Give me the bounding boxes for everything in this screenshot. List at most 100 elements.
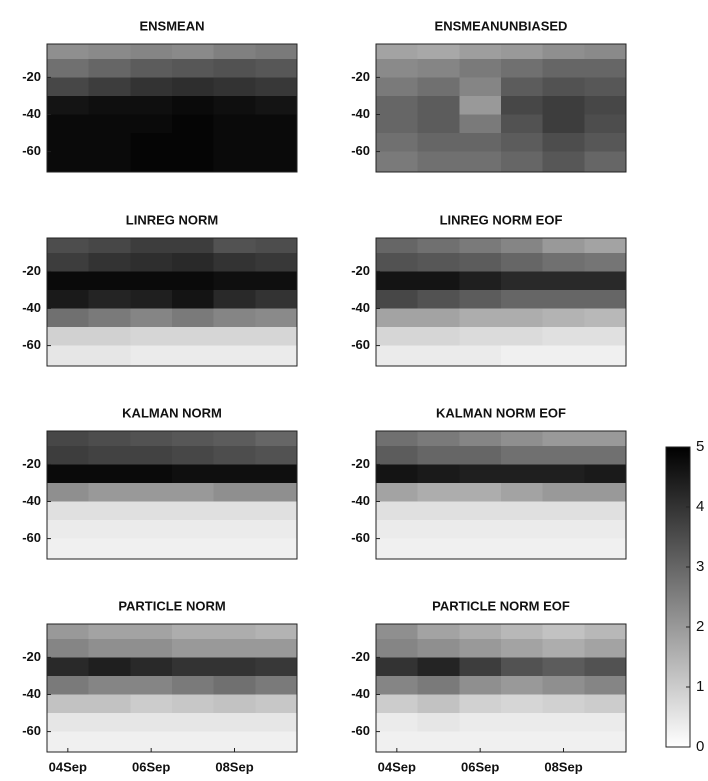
heat-cell [172, 694, 215, 714]
heat-cell [255, 114, 298, 134]
heat-cell [376, 77, 419, 97]
heat-cell [376, 538, 419, 560]
heat-cell [172, 713, 215, 733]
heat-cell [376, 431, 419, 447]
heat-cell [584, 95, 627, 115]
heat-cell [417, 271, 460, 291]
heat-cell [88, 238, 131, 254]
panel: PARTICLE NORM -20 -40 -60 04Sep 06Sep 08Sep [22, 598, 298, 774]
heat-cell [255, 133, 298, 153]
heat-cell [501, 238, 544, 254]
heat-cell [213, 501, 256, 521]
y-tick-label: -60 [351, 337, 370, 352]
heat-cell [501, 638, 544, 658]
heat-cell [88, 252, 131, 272]
heat-cell [376, 271, 419, 291]
heat-cell [255, 58, 298, 78]
plot-frame [375, 43, 627, 173]
heat-cell [88, 713, 131, 733]
heat-cell [501, 464, 544, 484]
x-tick-label: 08Sep [215, 759, 253, 774]
heat-cell [584, 520, 627, 540]
heat-cell [542, 327, 585, 347]
heat-cell [542, 238, 585, 254]
heat-cell [255, 327, 298, 347]
heat-cell [47, 624, 90, 640]
heat-cell [88, 501, 131, 521]
x-tick-label: 04Sep [49, 759, 87, 774]
heat-cell [501, 538, 544, 560]
heat-cell [88, 482, 131, 502]
heat-cell [584, 252, 627, 272]
heat-cell [255, 445, 298, 465]
heat-cell [459, 77, 502, 97]
heat-cell [542, 464, 585, 484]
y-tick-label: -20 [22, 69, 41, 84]
heat-cell [584, 694, 627, 714]
heat-cell [542, 114, 585, 134]
heat-cell [47, 271, 90, 291]
heat-cell [459, 431, 502, 447]
heat-cell [213, 151, 256, 173]
heat-cell [459, 464, 502, 484]
heat-cell [47, 114, 90, 134]
panel-title: LINREG NORM [126, 212, 218, 227]
heat-cell [47, 133, 90, 153]
heat-cell [88, 327, 131, 347]
heat-cell [459, 95, 502, 115]
heat-cell [172, 133, 215, 153]
heat-cell [213, 520, 256, 540]
panel-title: KALMAN NORM [122, 405, 222, 420]
panel-title: ENSMEAN [139, 18, 204, 33]
heat-cell [501, 482, 544, 502]
heat-cell [417, 327, 460, 347]
heat-cell [459, 657, 502, 677]
heat-cell [501, 289, 544, 309]
heat-cell [417, 638, 460, 658]
heat-cell [130, 151, 173, 173]
heat-cell [130, 289, 173, 309]
heat-cell [47, 464, 90, 484]
heat-cell [47, 638, 90, 658]
heat-cell [501, 77, 544, 97]
heat-cell [172, 538, 215, 560]
heat-cell [501, 271, 544, 291]
heat-cell [255, 252, 298, 272]
plot-frame [46, 623, 298, 753]
heat-cell [47, 731, 90, 753]
heat-cell [130, 694, 173, 714]
heat-cell [584, 538, 627, 560]
heat-cell [172, 431, 215, 447]
heat-cell [542, 252, 585, 272]
heat-cell [376, 289, 419, 309]
heat-cell [172, 238, 215, 254]
panel: KALMAN NORM -20 -40 -60 [22, 405, 298, 560]
plot-frame [46, 43, 298, 173]
heat-cell [584, 308, 627, 328]
heat-cell [88, 114, 131, 134]
colorbar-tick-label: 1 [696, 678, 704, 695]
heat-cell [542, 657, 585, 677]
heat-cell [584, 238, 627, 254]
heat-cell [459, 327, 502, 347]
heat-cell [501, 675, 544, 695]
heat-cell [213, 464, 256, 484]
heat-cell [47, 345, 90, 367]
heat-cell [130, 713, 173, 733]
heat-cell [88, 638, 131, 658]
heat-cell [130, 58, 173, 78]
heat-cell [213, 95, 256, 115]
heat-cell [376, 345, 419, 367]
heat-cell [255, 345, 298, 367]
heat-cell [88, 289, 131, 309]
heat-cell [542, 694, 585, 714]
heat-cell [542, 624, 585, 640]
heat-cell [376, 58, 419, 78]
heat-cell [213, 482, 256, 502]
heat-cell [417, 44, 460, 60]
heat-cell [130, 657, 173, 677]
heat-cell [459, 238, 502, 254]
heat-cell [213, 657, 256, 677]
heat-cell [130, 675, 173, 695]
